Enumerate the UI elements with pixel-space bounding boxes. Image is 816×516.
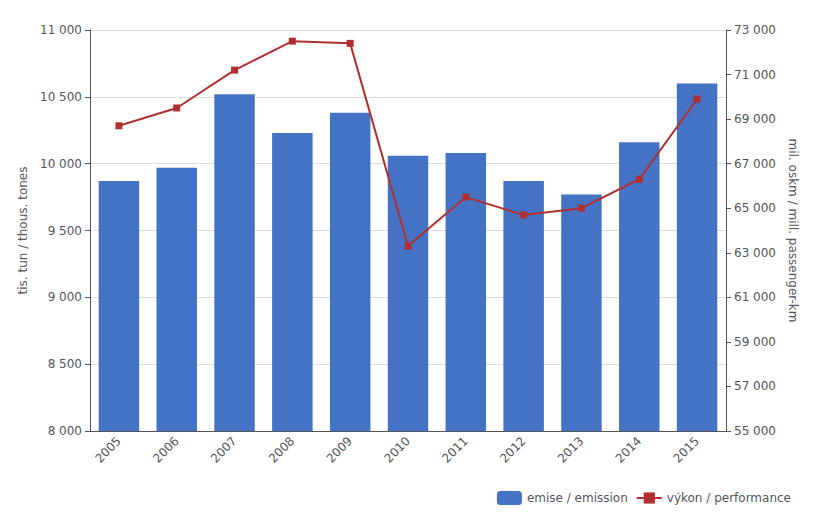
svg-text:2005: 2005 <box>92 434 123 465</box>
svg-text:10 500: 10 500 <box>40 90 82 104</box>
svg-text:2009: 2009 <box>324 434 355 465</box>
svg-text:9 500: 9 500 <box>48 224 82 238</box>
svg-text:57 000: 57 000 <box>734 379 776 393</box>
svg-text:73 000: 73 000 <box>734 23 776 37</box>
svg-text:2008: 2008 <box>266 434 297 465</box>
svg-text:2010: 2010 <box>381 434 412 465</box>
svg-text:2006: 2006 <box>150 434 181 465</box>
svg-text:69 000: 69 000 <box>734 112 776 126</box>
svg-text:výkon / performance: výkon / performance <box>667 491 791 505</box>
svg-text:mil. oskm / mill. passenger-km: mil. oskm / mill. passenger-km <box>786 139 800 323</box>
svg-text:63 000: 63 000 <box>734 246 776 260</box>
svg-text:10 000: 10 000 <box>40 157 82 171</box>
svg-text:emise / emission: emise / emission <box>527 491 628 505</box>
svg-text:tis. tun / thous. tones: tis. tun / thous. tones <box>16 167 30 295</box>
svg-text:2014: 2014 <box>613 434 644 465</box>
svg-text:2013: 2013 <box>555 434 586 465</box>
svg-text:55 000: 55 000 <box>734 424 776 438</box>
svg-text:61 000: 61 000 <box>734 290 776 304</box>
svg-text:2007: 2007 <box>208 434 239 465</box>
svg-text:65 000: 65 000 <box>734 201 776 215</box>
svg-text:67 000: 67 000 <box>734 157 776 171</box>
svg-text:2015: 2015 <box>671 434 702 465</box>
svg-text:59 000: 59 000 <box>734 335 776 349</box>
svg-text:11 000: 11 000 <box>40 23 82 37</box>
svg-text:2012: 2012 <box>497 434 528 465</box>
svg-text:71 000: 71 000 <box>734 68 776 82</box>
svg-text:9 000: 9 000 <box>48 290 82 304</box>
svg-text:8 000: 8 000 <box>48 424 82 438</box>
svg-text:8 500: 8 500 <box>48 357 82 371</box>
svg-text:2011: 2011 <box>439 434 470 465</box>
